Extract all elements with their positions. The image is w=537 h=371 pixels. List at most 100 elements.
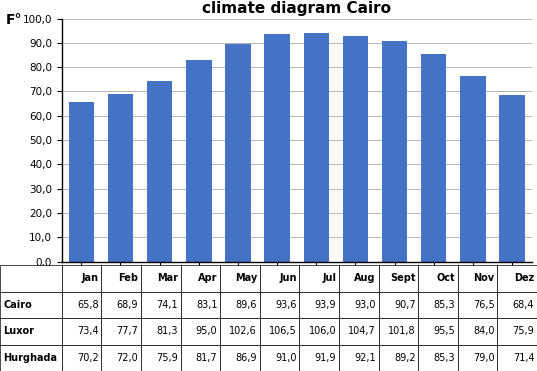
Bar — [180, 318, 220, 345]
Bar — [180, 345, 220, 371]
Bar — [379, 292, 418, 318]
Bar — [101, 345, 141, 371]
Text: Jun: Jun — [279, 273, 296, 283]
Text: 95,0: 95,0 — [196, 326, 217, 336]
Text: 95,5: 95,5 — [433, 326, 455, 336]
Bar — [339, 265, 379, 292]
Bar — [260, 345, 299, 371]
Bar — [339, 292, 379, 318]
Text: Cairo: Cairo — [3, 300, 32, 310]
Bar — [0, 292, 62, 318]
Text: 93,9: 93,9 — [315, 300, 336, 310]
Bar — [379, 318, 418, 345]
Text: 85,3: 85,3 — [433, 353, 455, 363]
Text: 91,0: 91,0 — [275, 353, 296, 363]
Bar — [497, 265, 537, 292]
Text: 65,8: 65,8 — [77, 300, 99, 310]
Bar — [421, 54, 446, 262]
Bar — [418, 318, 458, 345]
Text: 81,7: 81,7 — [196, 353, 217, 363]
Bar — [141, 345, 180, 371]
Text: May: May — [235, 273, 257, 283]
Bar — [62, 265, 101, 292]
Text: 104,7: 104,7 — [348, 326, 376, 336]
Text: 70,2: 70,2 — [77, 353, 99, 363]
Bar — [0, 265, 62, 292]
Bar — [220, 292, 260, 318]
Text: 72,0: 72,0 — [117, 353, 139, 363]
Bar — [62, 292, 101, 318]
Bar — [220, 265, 260, 292]
Text: 93,6: 93,6 — [275, 300, 296, 310]
Bar — [108, 94, 133, 262]
Bar — [300, 292, 339, 318]
Text: Aug: Aug — [354, 273, 376, 283]
Text: 93,0: 93,0 — [354, 300, 376, 310]
Title: climate diagram Cairo: climate diagram Cairo — [202, 1, 391, 16]
Bar — [458, 345, 497, 371]
Text: 106,0: 106,0 — [309, 326, 336, 336]
Bar — [101, 318, 141, 345]
Bar — [141, 292, 180, 318]
Text: Feb: Feb — [118, 273, 139, 283]
Bar — [379, 345, 418, 371]
Bar — [62, 318, 101, 345]
Text: Hurghada: Hurghada — [3, 353, 57, 363]
Text: Apr: Apr — [198, 273, 217, 283]
Text: 102,6: 102,6 — [229, 326, 257, 336]
Bar — [101, 265, 141, 292]
Text: 79,0: 79,0 — [473, 353, 495, 363]
Bar — [141, 265, 180, 292]
Text: 92,1: 92,1 — [354, 353, 376, 363]
Text: 68,9: 68,9 — [117, 300, 139, 310]
Bar — [418, 265, 458, 292]
Bar — [497, 292, 537, 318]
Bar — [264, 34, 290, 262]
Bar — [343, 36, 368, 262]
Bar — [418, 345, 458, 371]
Bar — [303, 33, 329, 262]
Bar — [0, 345, 62, 371]
Bar — [220, 345, 260, 371]
Text: 101,8: 101,8 — [388, 326, 416, 336]
Bar — [300, 345, 339, 371]
Text: 86,9: 86,9 — [236, 353, 257, 363]
Text: 75,9: 75,9 — [156, 353, 178, 363]
Bar — [101, 292, 141, 318]
Bar — [497, 318, 537, 345]
Text: 106,5: 106,5 — [269, 326, 296, 336]
Bar — [180, 265, 220, 292]
Text: 83,1: 83,1 — [196, 300, 217, 310]
Bar — [62, 345, 101, 371]
Bar — [147, 82, 172, 262]
Text: 76,5: 76,5 — [473, 300, 495, 310]
Text: 68,4: 68,4 — [513, 300, 534, 310]
Bar — [458, 318, 497, 345]
Bar — [458, 265, 497, 292]
Text: 71,4: 71,4 — [513, 353, 534, 363]
Bar — [260, 318, 299, 345]
Bar — [458, 292, 497, 318]
Bar — [141, 318, 180, 345]
Bar — [69, 102, 94, 262]
Bar — [220, 318, 260, 345]
Text: Luxor: Luxor — [3, 326, 34, 336]
Text: 85,3: 85,3 — [433, 300, 455, 310]
Text: Mar: Mar — [157, 273, 178, 283]
Text: Dez: Dez — [514, 273, 534, 283]
Text: 81,3: 81,3 — [156, 326, 178, 336]
Text: 77,7: 77,7 — [117, 326, 139, 336]
Bar — [379, 265, 418, 292]
Text: 73,4: 73,4 — [77, 326, 99, 336]
Text: Jan: Jan — [82, 273, 99, 283]
Bar — [339, 345, 379, 371]
Bar — [460, 76, 485, 262]
Bar — [300, 265, 339, 292]
Bar — [339, 318, 379, 345]
Bar — [497, 345, 537, 371]
Bar — [0, 318, 62, 345]
Text: Nov: Nov — [474, 273, 495, 283]
Bar — [499, 95, 525, 262]
Text: Oct: Oct — [437, 273, 455, 283]
Bar — [186, 60, 212, 262]
